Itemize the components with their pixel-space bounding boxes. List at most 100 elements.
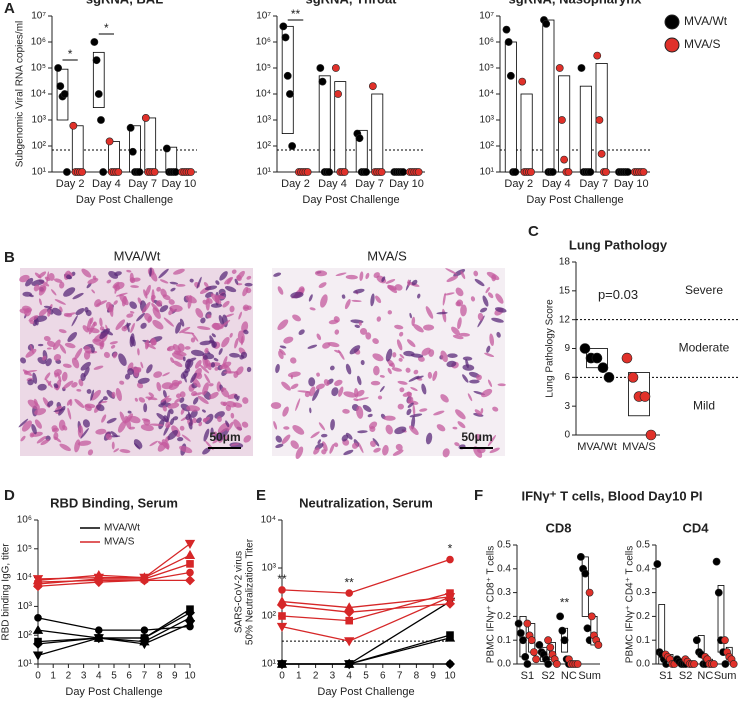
significance-label: * <box>104 21 109 35</box>
tissue <box>237 330 245 344</box>
tissue <box>456 299 464 307</box>
tissue <box>172 344 182 354</box>
tissue <box>315 383 325 390</box>
y-tick-label: 10³ <box>257 115 272 126</box>
tissue <box>167 345 175 352</box>
tissue <box>187 295 192 309</box>
tissue <box>114 287 118 294</box>
x-tick-label: S1 <box>659 670 672 682</box>
tissue <box>442 448 450 458</box>
tissue <box>33 398 38 407</box>
tissue <box>421 383 427 395</box>
tissue <box>316 333 322 341</box>
tissue <box>214 295 226 300</box>
tissue <box>225 404 232 412</box>
data-point <box>135 168 144 176</box>
tissue <box>313 447 320 455</box>
tissue <box>31 279 45 286</box>
tissue <box>399 331 404 337</box>
tissue <box>115 319 126 330</box>
tissue <box>144 313 153 322</box>
data-point <box>579 343 591 354</box>
significance-label: ** <box>291 7 301 21</box>
data-point <box>78 168 87 176</box>
tissue <box>356 405 364 419</box>
tissue <box>460 270 466 280</box>
data-point <box>368 82 377 91</box>
data-point <box>532 655 541 664</box>
y-tick-label: 0 <box>564 430 570 441</box>
data-point <box>63 168 71 176</box>
tissue <box>77 440 92 446</box>
tissue <box>149 440 158 447</box>
tissue <box>80 361 91 371</box>
tissue <box>159 305 169 313</box>
data-point <box>414 168 423 176</box>
tissue <box>497 383 506 387</box>
tissue <box>392 352 397 358</box>
y-tick-label: 10¹ <box>480 167 495 178</box>
data-point <box>544 636 552 645</box>
tissue <box>203 282 209 288</box>
x-tick-label: S2 <box>679 670 692 682</box>
tissue <box>149 267 152 277</box>
tissue <box>281 434 291 445</box>
x-tick-label: 3 <box>81 671 87 682</box>
data-point <box>54 64 63 72</box>
tissue <box>108 303 114 317</box>
tissue <box>204 373 211 384</box>
tissue <box>457 317 462 330</box>
tissue <box>283 426 290 430</box>
tissue <box>48 380 52 386</box>
marker <box>345 589 354 597</box>
tissue <box>77 425 84 438</box>
tissue <box>473 270 479 277</box>
tissue <box>158 268 169 279</box>
y-tick-label: 10³ <box>18 601 33 612</box>
y-tick-label: 0.3 <box>497 587 511 598</box>
tissue <box>334 379 343 387</box>
tissue <box>367 413 373 418</box>
tissue <box>215 280 220 285</box>
tissue <box>204 347 209 354</box>
tissue <box>229 305 235 313</box>
tissue <box>494 307 507 313</box>
data-point <box>587 612 596 621</box>
tissue <box>181 331 195 335</box>
tissue <box>99 342 104 347</box>
x-tick-label: S1 <box>521 670 534 682</box>
tissue <box>487 292 494 299</box>
marker <box>186 560 194 568</box>
x-tick-label: 5 <box>363 671 369 682</box>
tissue <box>370 380 381 386</box>
tissue <box>34 408 47 416</box>
marker <box>34 614 42 622</box>
tissue <box>117 420 127 433</box>
tissue <box>51 307 62 316</box>
tissue <box>59 281 65 289</box>
tissue <box>169 281 179 285</box>
y-tick-label: 10³ <box>480 115 495 126</box>
data-point <box>288 142 297 150</box>
tissue <box>225 420 230 428</box>
tissue <box>341 294 346 299</box>
tissue <box>99 317 103 327</box>
series-line <box>37 579 190 587</box>
tissue <box>422 324 435 331</box>
data-point <box>318 77 327 86</box>
tissue <box>290 440 299 449</box>
marker <box>184 575 196 586</box>
tissue <box>42 355 47 361</box>
tissue <box>67 332 78 343</box>
tissue <box>170 287 176 292</box>
tissue <box>38 284 46 293</box>
tissue <box>130 336 136 347</box>
data-point <box>594 641 603 649</box>
tissue <box>195 372 203 380</box>
tissue <box>128 415 141 424</box>
tissue <box>179 425 185 431</box>
tissue <box>22 305 33 313</box>
tissue <box>91 289 95 294</box>
tissue <box>124 373 131 380</box>
x-tick-label: 2 <box>313 671 319 682</box>
